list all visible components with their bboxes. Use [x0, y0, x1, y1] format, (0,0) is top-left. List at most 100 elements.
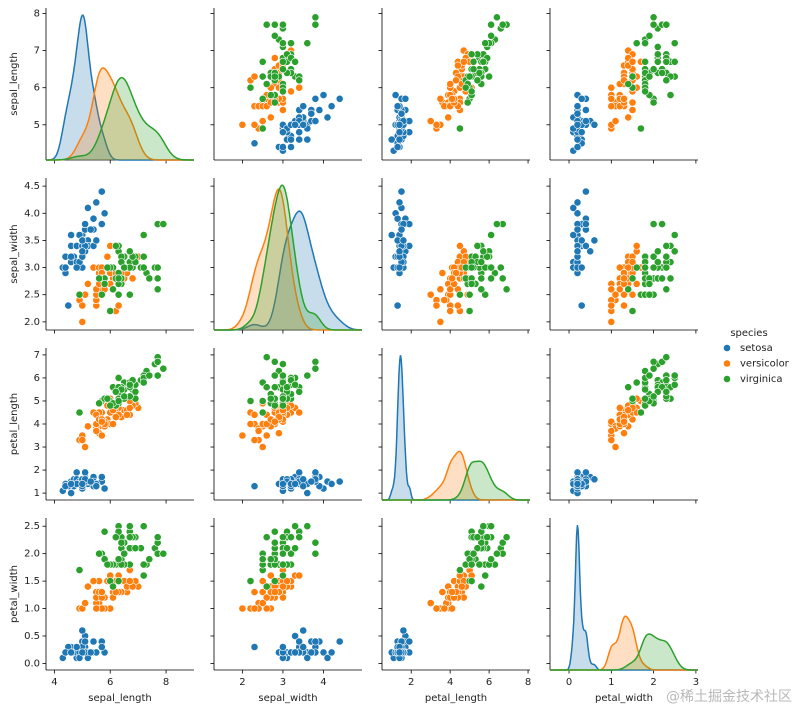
scatter-point: [455, 124, 464, 133]
scatter-point: [287, 135, 295, 144]
scatter-point: [670, 39, 679, 48]
scatter-point: [303, 135, 312, 144]
scatter-point: [455, 290, 464, 299]
scatter-point: [453, 61, 462, 70]
scatter-point: [72, 263, 81, 272]
kde-area: [46, 68, 194, 160]
scatter-point: [92, 198, 101, 207]
scatter-point: [492, 13, 501, 22]
scatter-point: [632, 241, 641, 250]
scatter-point: [632, 263, 641, 272]
scatter-point: [436, 94, 445, 103]
scatter-point: [67, 231, 75, 239]
scatter-point: [666, 274, 675, 283]
scatter-point: [477, 285, 486, 294]
scatter-point: [270, 383, 279, 392]
scatter-point: [327, 479, 336, 488]
scatter-point: [475, 69, 484, 77]
scatter-point: [502, 285, 511, 294]
scatter-point: [582, 106, 590, 114]
scatter-point: [483, 533, 492, 542]
scatter-point: [387, 135, 396, 144]
scatter-point: [582, 187, 590, 196]
kde-area: [214, 185, 362, 330]
scatter-point: [448, 604, 456, 613]
scatter-point: [97, 473, 106, 481]
legend-label: virginica: [740, 374, 783, 385]
scatter-point: [469, 549, 478, 558]
scatter-point: [278, 360, 287, 368]
scatter-point: [100, 527, 109, 536]
scatter-point: [645, 290, 654, 299]
scatter-point: [397, 225, 406, 234]
y-axis-label: sepal_length: [9, 52, 20, 116]
scatter-point: [463, 98, 472, 107]
scatter-point: [270, 538, 279, 547]
scatter-point: [311, 94, 320, 103]
y-tick-label: 7: [34, 350, 40, 361]
scatter-point: [262, 383, 271, 392]
scatter-point: [645, 279, 654, 288]
y-tick-label: 5: [34, 396, 40, 407]
scatter-point: [92, 426, 101, 435]
scatter-point: [262, 80, 271, 88]
scatter-point: [465, 290, 474, 299]
scatter-point: [114, 555, 123, 564]
scatter-point: [632, 378, 641, 387]
scatter-point: [311, 637, 320, 646]
x-tick-label: 4: [447, 677, 453, 688]
scatter-point: [81, 220, 89, 228]
scatter-point: [81, 637, 89, 646]
scatter-point: [153, 274, 162, 283]
scatter-point: [649, 220, 658, 228]
scatter-point: [467, 577, 476, 585]
scatter-point: [477, 258, 486, 266]
x-tick-label: 2: [650, 677, 656, 688]
scatter-point: [270, 357, 279, 366]
scatter-point: [573, 479, 582, 488]
scatter-point: [97, 643, 106, 651]
y-tick-label: 4.0: [24, 208, 40, 219]
scatter-point: [258, 397, 267, 405]
legend-marker: [723, 359, 731, 368]
scatter-point: [395, 247, 404, 256]
legend-marker: [723, 375, 731, 383]
scatter-point: [72, 468, 81, 477]
scatter-point: [658, 274, 666, 283]
scatter-point: [615, 263, 624, 272]
scatter-point: [114, 577, 123, 585]
scatter-point: [475, 560, 484, 569]
scatter-point: [114, 290, 123, 299]
scatter-point: [479, 247, 488, 256]
scatter-point: [139, 522, 148, 531]
scatter-point: [440, 604, 449, 613]
scatter-point: [86, 648, 95, 657]
scatter-point: [653, 258, 662, 266]
scatter-point: [270, 577, 279, 585]
scatter-point: [86, 225, 95, 234]
scatter-point: [258, 555, 267, 564]
x-tick-label: 1: [608, 677, 614, 688]
scatter-point: [295, 408, 304, 417]
x-tick-label: 6: [486, 677, 492, 688]
scatter-point: [100, 484, 109, 493]
x-axis-label: sepal_length: [88, 693, 152, 704]
scatter-point: [254, 426, 263, 435]
scatter-point: [607, 317, 616, 326]
scatter-point: [653, 50, 662, 59]
scatter-point: [662, 387, 671, 396]
scatter-point: [628, 98, 637, 107]
scatter-point: [452, 76, 460, 85]
x-axis-label: sepal_width: [258, 693, 317, 704]
scatter-point: [97, 220, 106, 228]
scatter-point: [457, 582, 466, 591]
scatter-point: [620, 290, 628, 299]
scatter-point: [75, 408, 84, 417]
scatter-point: [607, 102, 616, 111]
scatter-point: [145, 371, 154, 380]
legend-label: setosa: [740, 343, 773, 354]
scatter-point: [270, 417, 279, 426]
scatter-point: [573, 468, 582, 477]
scatter-point: [278, 593, 287, 602]
scatter-point: [103, 560, 112, 569]
